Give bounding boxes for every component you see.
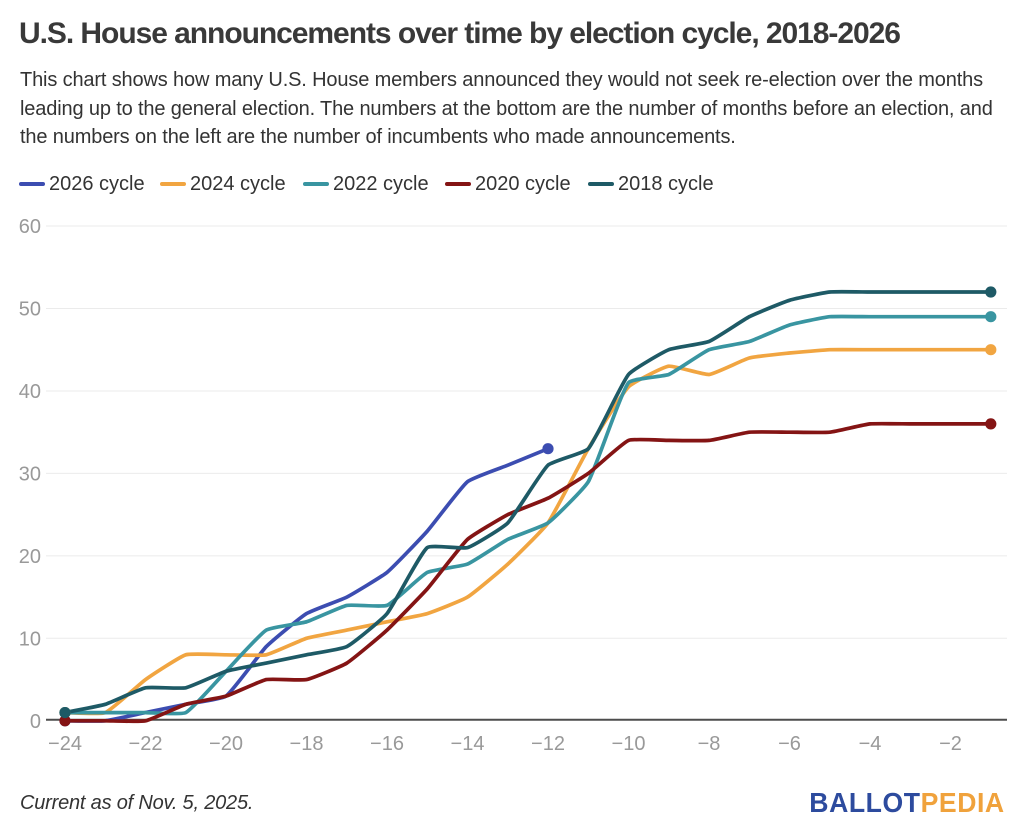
svg-text:−8: −8 [698,733,721,755]
svg-text:30: 30 [19,463,41,485]
svg-text:−24: −24 [48,733,82,755]
svg-text:−4: −4 [859,733,882,755]
svg-text:−2: −2 [939,733,962,755]
svg-text:60: 60 [19,216,41,238]
svg-text:20: 20 [19,546,41,568]
svg-text:−12: −12 [531,733,565,755]
svg-text:10: 10 [19,628,41,650]
svg-text:−16: −16 [370,733,404,755]
svg-text:−22: −22 [129,733,163,755]
svg-text:−18: −18 [290,733,324,755]
svg-text:−14: −14 [451,733,485,755]
svg-text:0: 0 [30,711,41,733]
svg-text:−6: −6 [778,733,801,755]
svg-text:40: 40 [19,381,41,403]
svg-text:50: 50 [19,299,41,321]
svg-text:−20: −20 [209,733,243,755]
svg-text:−10: −10 [612,733,646,755]
